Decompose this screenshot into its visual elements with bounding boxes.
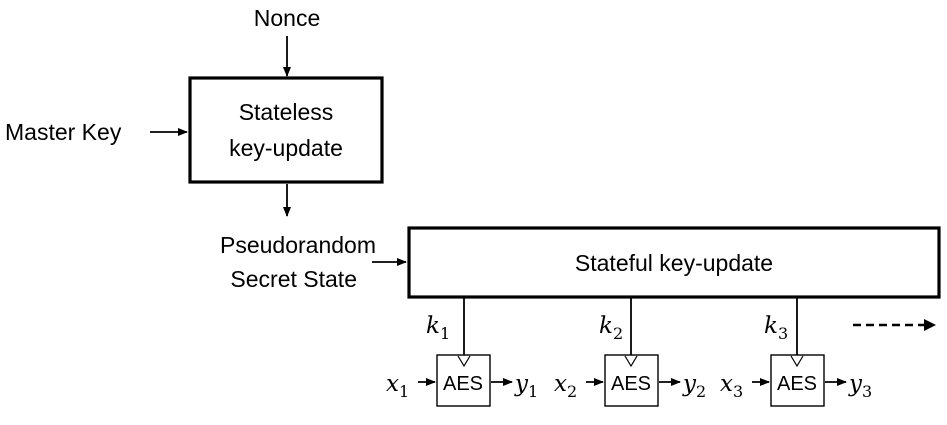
aes-1-label: AES [443, 373, 483, 395]
aes-2-key-notch [624, 355, 638, 368]
input-3-label: x3 [720, 371, 743, 401]
input-1-label: x1 [386, 371, 409, 401]
input-2-label: x2 [554, 371, 577, 401]
aes-1-key-notch [457, 355, 471, 368]
aes-2-label: AES [611, 373, 651, 395]
nonce-label: Nonce [254, 5, 320, 31]
output-1-label: y1 [514, 371, 538, 401]
key-2-label: k2 [599, 313, 623, 343]
stateful-label: Stateful key-update [575, 250, 773, 276]
aes-block-1: k1 AES x1 y1 [386, 298, 538, 407]
master-key-label: Master Key [5, 119, 122, 145]
key-3-label: k3 [764, 313, 788, 343]
pseudorandom-label-line1: Pseudorandom [220, 232, 376, 258]
aes-3-label: AES [777, 373, 817, 395]
stateless-label-line1: Stateless [239, 99, 334, 125]
stateless-key-update-box [188, 76, 384, 184]
aes-box-2 [604, 354, 659, 407]
stateful-key-update-box [407, 226, 941, 299]
aes-3-key-notch [790, 355, 804, 368]
aes-block-3: k3 AES x3 y3 [720, 298, 872, 407]
output-2-label: y2 [682, 371, 706, 401]
pseudorandom-label-line2: Secret State [230, 266, 357, 292]
key-1-label: k1 [426, 313, 450, 343]
aes-box-1 [436, 354, 491, 407]
aes-block-2: k2 AES x2 y2 [554, 298, 706, 407]
stateless-label-line2: key-update [229, 135, 343, 161]
continuation-arrowhead [924, 319, 936, 331]
output-3-label: y3 [848, 371, 872, 401]
